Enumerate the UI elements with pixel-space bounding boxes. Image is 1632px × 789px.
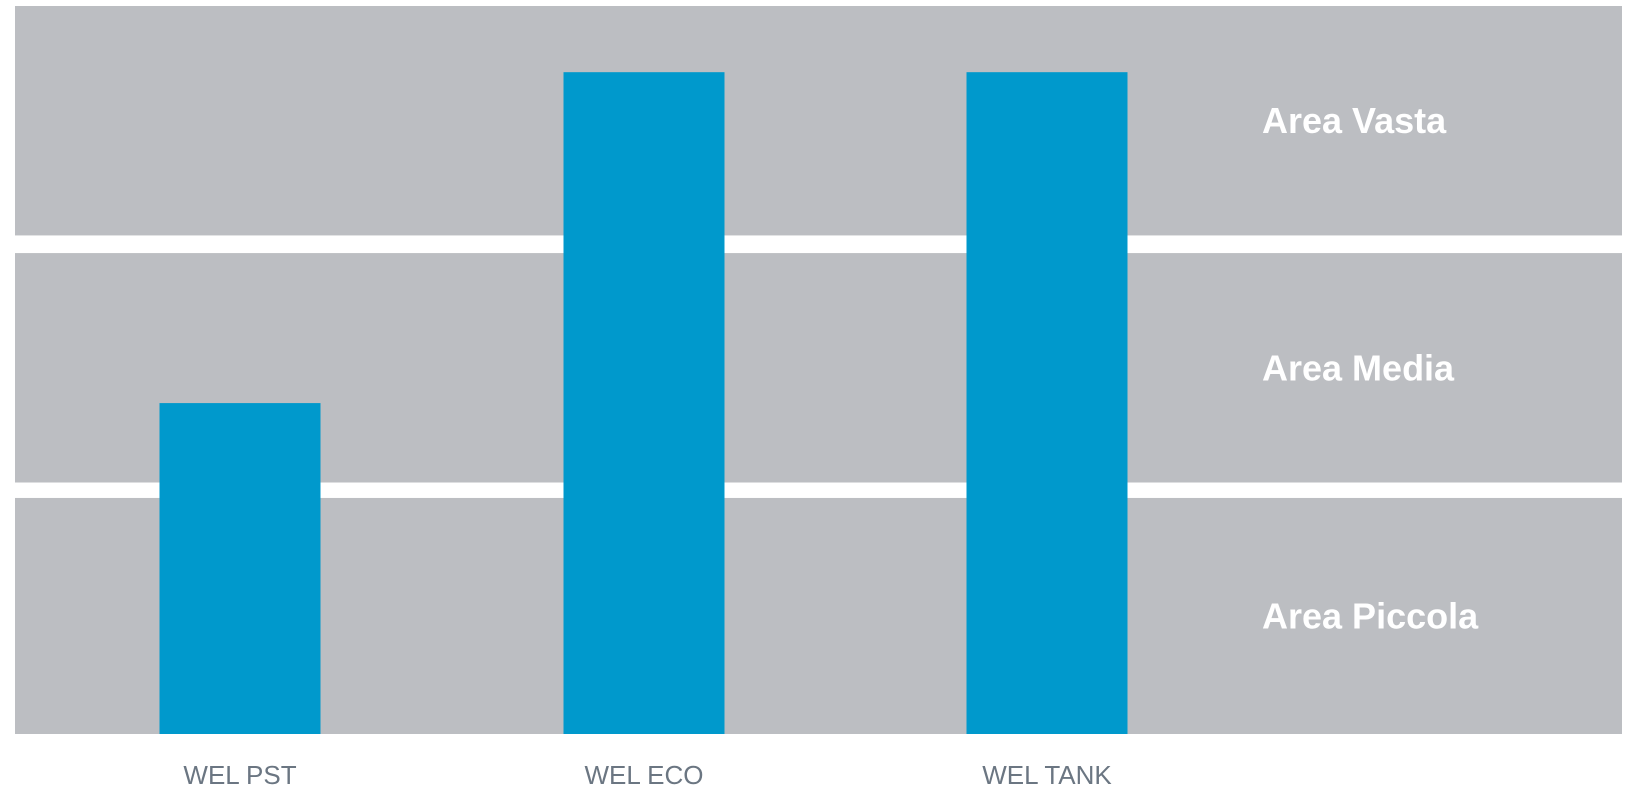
band-area-vasta	[15, 6, 1622, 236]
bar-wel-pst	[159, 403, 321, 734]
band-labels: Area Piccola Area Media Area Vasta	[1262, 100, 1479, 636]
bars	[159, 72, 1128, 734]
background-bands	[15, 6, 1622, 734]
band-label-area-vasta: Area Vasta	[1262, 100, 1447, 141]
band-label-area-media: Area Media	[1262, 347, 1455, 388]
category-label-wel-eco: WEL ECO	[585, 760, 704, 789]
category-label-wel-pst: WEL PST	[183, 760, 296, 789]
category-labels: WEL PST WEL ECO WEL TANK	[183, 760, 1112, 789]
category-label-wel-tank: WEL TANK	[982, 760, 1112, 789]
bar-wel-tank	[966, 72, 1128, 734]
bar-wel-eco	[563, 72, 725, 734]
band-label-area-piccola: Area Piccola	[1262, 595, 1479, 636]
